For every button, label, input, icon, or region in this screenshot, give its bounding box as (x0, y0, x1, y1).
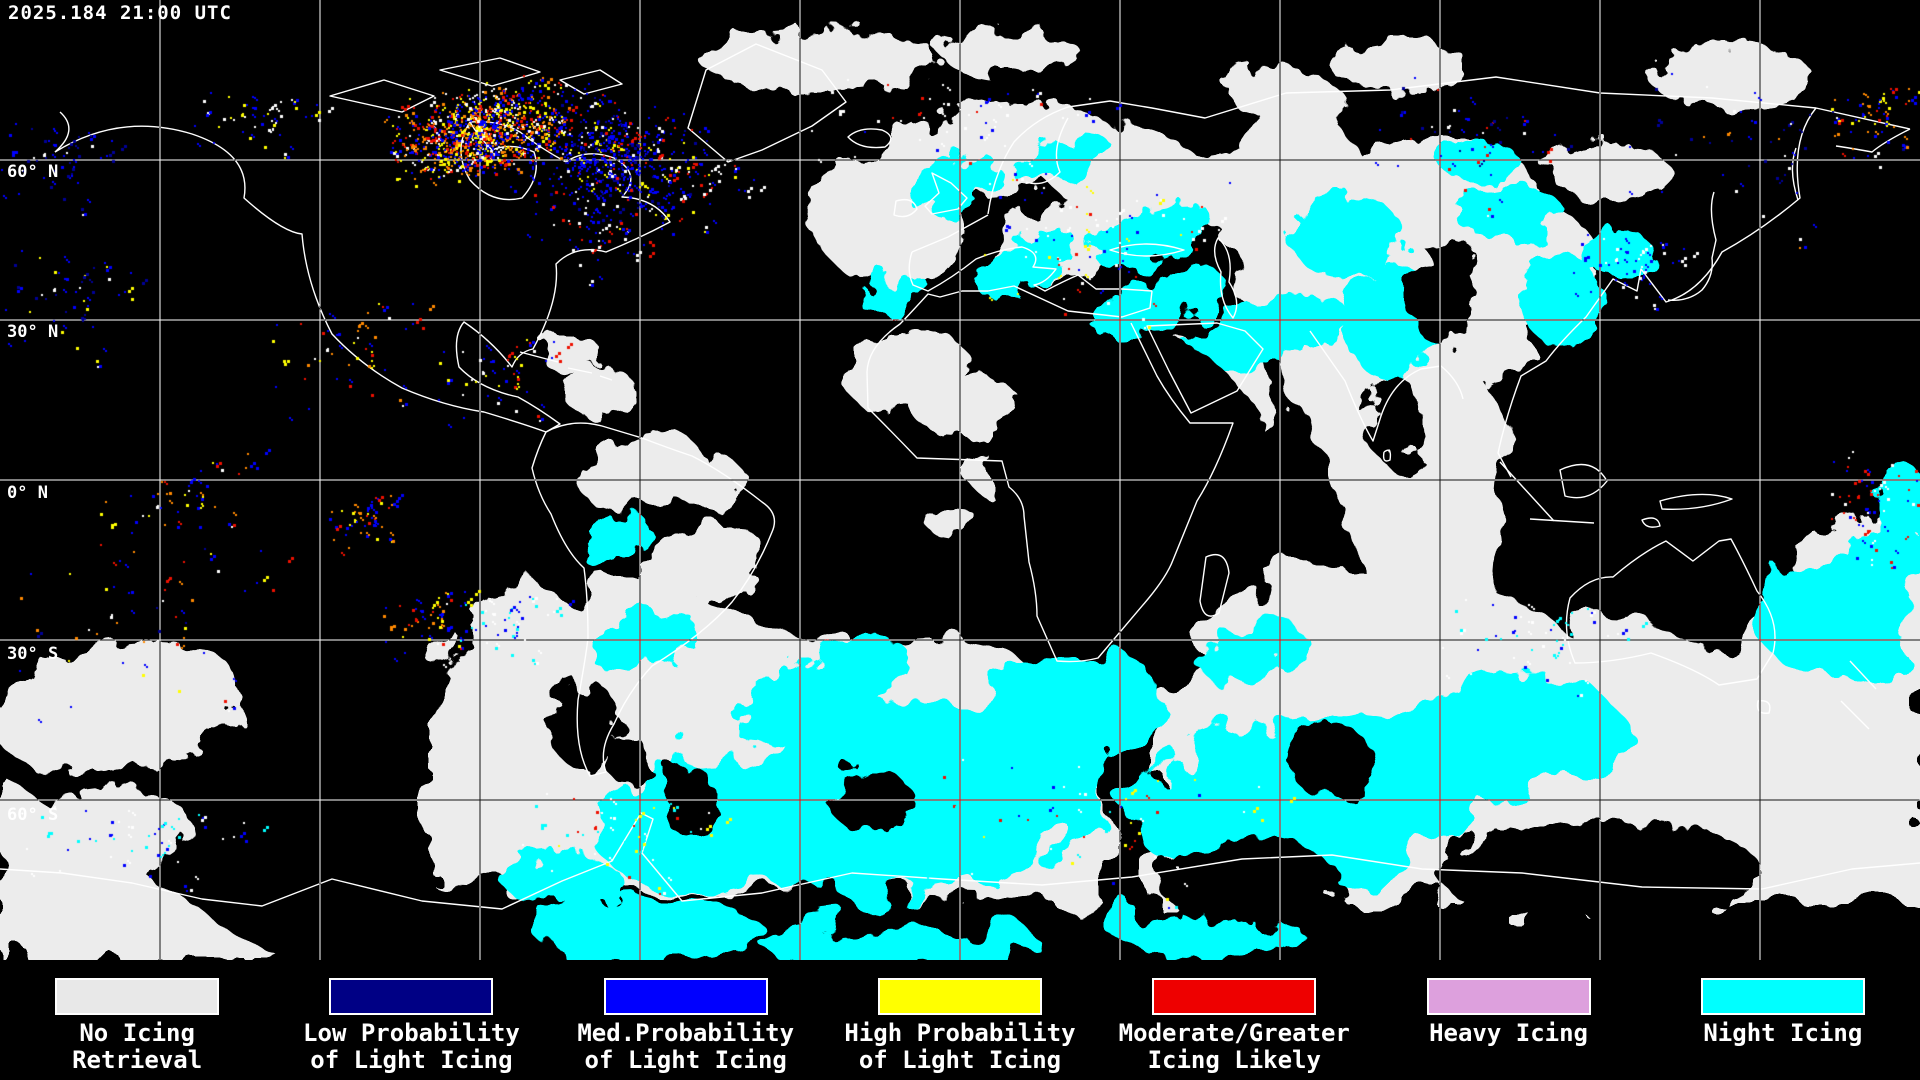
legend-label: of Light Icing (310, 1046, 513, 1074)
legend-swatch-heavy-icing (1426, 978, 1591, 1015)
legend-label: Retrieval (72, 1046, 203, 1074)
legend-swatch-no-icing (55, 978, 220, 1015)
lat-label-30s: 30° S (7, 644, 59, 664)
legend-label: Icing Likely (1147, 1046, 1321, 1074)
legend-item-high-probability: High Probability of Light Icing (823, 960, 1097, 1080)
legend-swatch-med-probability (603, 978, 768, 1015)
icing-speckle-layer (0, 0, 1920, 960)
lat-label-60s: 60° S (7, 805, 59, 825)
legend-bar: No Icing Retrieval Low Probability of Li… (0, 960, 1920, 1080)
legend-swatch-low-probability (329, 978, 494, 1015)
legend-label: Night Icing (1703, 1019, 1863, 1047)
lat-label-0n: 0° N (7, 483, 48, 503)
legend-label: High Probability (844, 1019, 1076, 1047)
world-map (0, 0, 1920, 960)
legend-label: Heavy Icing (1429, 1019, 1589, 1047)
legend-item-moderate-greater: Moderate/Greater Icing Likely (1097, 960, 1371, 1080)
legend-label: Moderate/Greater (1118, 1019, 1350, 1047)
legend-label: Med.Probability (577, 1019, 795, 1047)
legend-item-med-probability: Med.Probability of Light Icing (549, 960, 823, 1080)
legend-swatch-night-icing (1700, 978, 1865, 1015)
legend-item-low-probability: Low Probability of Light Icing (274, 960, 548, 1080)
legend-label: of Light Icing (858, 1046, 1062, 1074)
timestamp: 2025.184 21:00 UTC (8, 2, 232, 24)
legend-swatch-high-probability (877, 978, 1042, 1015)
legend-swatch-moderate-greater (1152, 978, 1317, 1015)
legend-item-no-icing: No Icing Retrieval (0, 960, 274, 1080)
legend-label: No Icing (79, 1019, 195, 1047)
lat-label-30n: 30° N (7, 322, 59, 342)
legend-label: of Light Icing (584, 1046, 787, 1074)
legend-label: Low Probability (303, 1019, 520, 1047)
legend-item-night-icing: Night Icing (1646, 960, 1920, 1080)
lat-label-60n: 60° N (7, 162, 59, 182)
legend-item-heavy-icing: Heavy Icing (1371, 960, 1645, 1080)
